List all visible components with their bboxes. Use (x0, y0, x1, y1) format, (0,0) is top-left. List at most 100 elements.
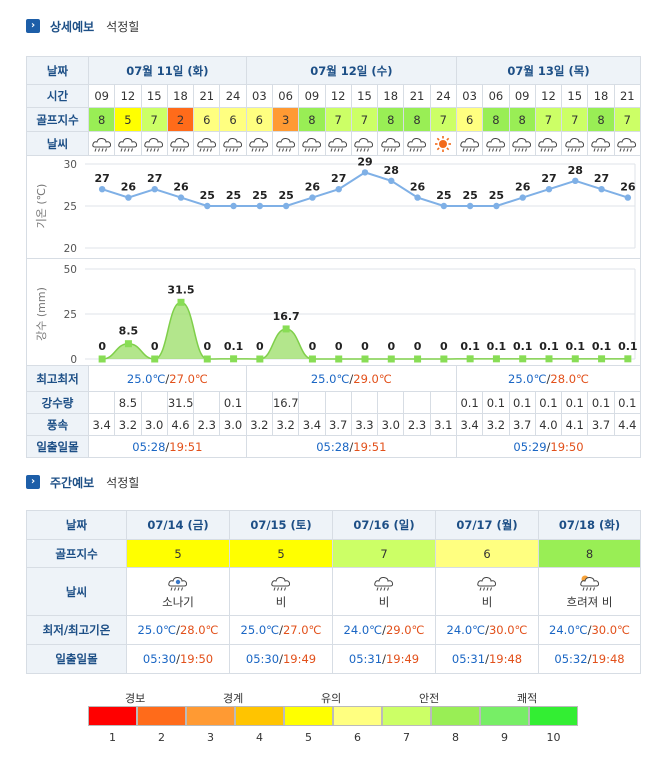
legend-swatch (88, 706, 137, 726)
wind-cell: 3.2 (482, 413, 510, 436)
weather-cell (403, 131, 431, 156)
precipitation-point (545, 355, 553, 363)
precipitation-label: 0 (151, 340, 159, 353)
precipitation-point (124, 340, 132, 348)
precipitation-point (308, 355, 316, 363)
golf-index-cell: 6 (245, 107, 273, 132)
golf-index-cell: 2 (166, 107, 195, 132)
temperature-point (177, 194, 185, 201)
weekly-date-cell: 07/18 (화) (538, 510, 641, 540)
wind-cell: 3.3 (350, 413, 379, 436)
temperature-label: 25 (436, 189, 451, 202)
wind-cell: 4.6 (166, 413, 195, 436)
temperature-point (98, 186, 106, 193)
temperature-point (125, 194, 132, 201)
rain-cell: 0.1 (482, 391, 510, 414)
cloud-rain-icon (170, 137, 190, 152)
rain-cell (350, 391, 379, 414)
rain-cell: 0.1 (508, 391, 536, 414)
golf-index-row: 골프지수 8 5 7 2 6 6 6 3 8 7 7 8 8 7 6 8 8 7 7 8 7 (26, 107, 641, 132)
precipitation-point (492, 355, 500, 363)
legend-swatch (284, 706, 333, 726)
weekly-golf-cell: 7 (332, 539, 436, 568)
legend-caption: 안전 (419, 692, 440, 705)
wind-cell: 4.1 (561, 413, 589, 436)
weekly-weather-cell: 비 (229, 567, 333, 616)
weekly-label-weather: 날씨 (26, 567, 127, 616)
weather-desc: 비 (275, 594, 287, 609)
precipitation-label: 16.7 (273, 310, 300, 323)
sun-cloud-rain-icon (579, 575, 599, 591)
sunrise-time: 05:28 (132, 439, 166, 454)
min-temp: 24.0℃ (343, 623, 383, 637)
precipitation-label: 0.1 (539, 340, 559, 353)
minmax-cell: 25.0℃/28.0℃ (455, 365, 641, 392)
weekly-label-date: 날짜 (26, 510, 127, 540)
golf-index-legend: 경보 경계 유의 안전 쾌적 1 2 3 4 5 6 7 8 9 10 (88, 692, 578, 744)
weekly-label-sun: 일출일몰 (26, 644, 127, 674)
sunrise-time: 05:31 (348, 652, 383, 666)
cloud-rain-icon (197, 137, 216, 152)
weather-cell (298, 131, 326, 156)
legend-number: 6 (354, 731, 361, 744)
weekly-section-header: › 주간예보 석정힐 (26, 474, 139, 490)
weekly-sunrise-row: 일출일몰 05:30/19:50 05:30/19:49 05:31/19:49 05:… (26, 644, 641, 674)
golf-index-cell: 7 (429, 107, 457, 132)
precipitation-label: 0.1 (513, 340, 533, 353)
weather-desc: 소나기 (162, 594, 194, 609)
precipitation-point (256, 355, 264, 363)
temperature-label: 27 (147, 172, 162, 185)
legend-number: 10 (546, 731, 561, 744)
weekly-minmax-cell: 24.0℃/29.0℃ (332, 615, 436, 645)
sunset-time: 19:49 (385, 652, 420, 666)
chevron-right-icon: › (26, 19, 40, 33)
y-axis-title: 기온 (℃) (35, 184, 48, 229)
golf-index-cell: 8 (403, 107, 431, 132)
precipitation-line (102, 301, 628, 360)
rain-cell (429, 391, 457, 414)
cloud-rain-icon (144, 137, 164, 152)
weekly-sunrise-cell: 05:31/19:48 (435, 644, 539, 674)
precipitation-label: 0 (361, 340, 369, 353)
weekly-weather-cell: 소나기 (126, 567, 230, 616)
temp-chart-row-cell: 20 25 30 기온 (℃) 27 26 27 26 25 25 25 25 26 27 29 28 26 25… (26, 155, 641, 259)
temperature-point (151, 186, 158, 193)
temperature-label: 25 (489, 189, 504, 202)
wind-cell: 3.4 (455, 413, 484, 436)
precipitation-label: 0 (440, 340, 448, 353)
cloud-rain-icon (223, 137, 243, 152)
row-label-date: 날짜 (26, 56, 89, 85)
temp-chart-row: 20 25 30 기온 (℃) 27 26 27 26 25 25 25 25 26 27 29 28 26 25… (26, 155, 641, 259)
cloud-rain-icon (486, 137, 505, 152)
rain-cell (245, 391, 273, 414)
time-cell: 03 (455, 84, 484, 108)
temperature-point (414, 194, 421, 201)
precipitation-label: 31.5 (167, 283, 194, 296)
max-temp: 27.0℃ (282, 623, 322, 637)
wind-cell: 2.3 (403, 413, 431, 436)
golf-index-cell: 8 (377, 107, 405, 132)
min-temp: 25.0℃ (137, 623, 177, 637)
time-cell: 21 (403, 84, 431, 108)
temperature-label: 26 (121, 181, 137, 194)
minmax-cell: 25.0℃/27.0℃ (88, 365, 247, 392)
min-temp: 25.0℃ (126, 371, 166, 386)
row-label-time: 시간 (26, 84, 89, 108)
max-temp: 29.0℃ (385, 623, 425, 637)
legend-swatch (480, 706, 529, 726)
time-cell: 12 (114, 84, 142, 108)
sunrise-time: 05:30 (142, 652, 177, 666)
precipitation-point (361, 355, 369, 363)
temperature-point (256, 202, 264, 210)
wind-cell: 3.0 (377, 413, 405, 436)
cloud-rain-icon (591, 137, 611, 152)
rain-cell (193, 391, 221, 414)
golf-index-cell: 7 (324, 107, 352, 132)
weather-cell (482, 131, 510, 156)
temperature-label: 25 (226, 189, 241, 202)
weather-row: 날씨 (26, 131, 641, 156)
legend-swatch (235, 706, 284, 726)
precipitation-label: 0.1 (487, 340, 507, 353)
time-row: 시간 09 12 15 18 21 24 03 06 09 12 15 18 21 24 03 06 09 12 15… (26, 84, 641, 108)
time-cell: 15 (350, 84, 379, 108)
